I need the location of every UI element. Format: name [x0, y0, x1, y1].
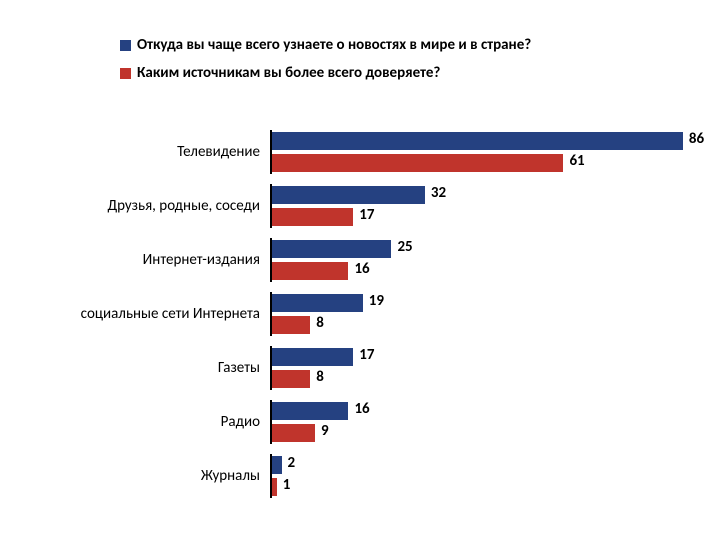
category-label: Газеты [0, 359, 270, 377]
legend-swatch [120, 40, 131, 51]
bar-series-2 [272, 478, 277, 496]
bar-series-1 [272, 132, 683, 150]
legend-label: Откуда вы чаще всего узнаете о новостях … [137, 36, 531, 54]
bar-series-1 [272, 294, 363, 312]
bar-series-1 [272, 402, 348, 420]
chart-row: Журналы21 [0, 454, 720, 498]
category-label: Журналы [0, 467, 270, 485]
legend: Откуда вы чаще всего узнаете о новостях … [120, 36, 531, 92]
legend-label: Каким источникам вы более всего доверяет… [137, 64, 440, 82]
bars-cell: 16 9 [270, 400, 702, 444]
category-label: социальные сети Интернета [0, 305, 270, 323]
category-label: Интернет-издания [0, 251, 270, 269]
value-label-series-2: 9 [321, 422, 329, 440]
bars-cell: 25 16 [270, 238, 702, 282]
value-label-series-2: 8 [316, 314, 324, 332]
value-label-series-1: 16 [354, 400, 369, 418]
value-label-series-2: 1 [283, 476, 291, 494]
chart-row: Газеты 17 8 [0, 346, 720, 390]
bars-cell: 17 8 [270, 346, 702, 390]
bar-series-2 [272, 208, 353, 226]
value-label-series-1: 32 [431, 184, 446, 202]
legend-item: Каким источникам вы более всего доверяет… [120, 64, 531, 82]
category-label: Радио [0, 413, 270, 431]
chart-row: Телевидение 86 61 [0, 130, 720, 174]
bar-series-1 [272, 348, 353, 366]
bars-cell: 19 8 [270, 292, 702, 336]
chart-container: Откуда вы чаще всего узнаете о новостях … [0, 0, 720, 540]
chart-row: Интернет-издания 25 16 [0, 238, 720, 282]
chart-row: Друзья, родные, соседи 32 17 [0, 184, 720, 228]
value-label-series-1: 86 [689, 130, 704, 148]
chart-row: Радио 16 9 [0, 400, 720, 444]
value-label-series-2: 16 [354, 260, 369, 278]
chart-row: социальные сети Интернета 19 8 [0, 292, 720, 336]
bars-cell: 32 17 [270, 184, 702, 228]
plot-area: Телевидение 86 61 Друзья, родные, соседи 32 1… [0, 130, 720, 508]
category-label: Телевидение [0, 143, 270, 161]
bar-series-1 [272, 186, 425, 204]
value-label-series-2: 61 [569, 152, 584, 170]
bar-series-1 [272, 240, 391, 258]
bar-series-2 [272, 424, 315, 442]
bar-series-2 [272, 154, 563, 172]
bars-cell: 21 [270, 454, 702, 498]
bar-series-1 [272, 456, 282, 474]
bar-series-2 [272, 262, 348, 280]
legend-item: Откуда вы чаще всего узнаете о новостях … [120, 36, 531, 54]
bars-cell: 86 61 [270, 130, 702, 174]
legend-swatch [120, 68, 131, 79]
value-label-series-2: 17 [359, 206, 374, 224]
value-label-series-2: 8 [316, 368, 324, 386]
value-label-series-1: 2 [288, 454, 296, 472]
bar-series-2 [272, 370, 310, 388]
category-label: Друзья, родные, соседи [0, 197, 270, 215]
bar-series-2 [272, 316, 310, 334]
value-label-series-1: 19 [369, 292, 384, 310]
value-label-series-1: 17 [359, 346, 374, 364]
value-label-series-1: 25 [397, 238, 412, 256]
